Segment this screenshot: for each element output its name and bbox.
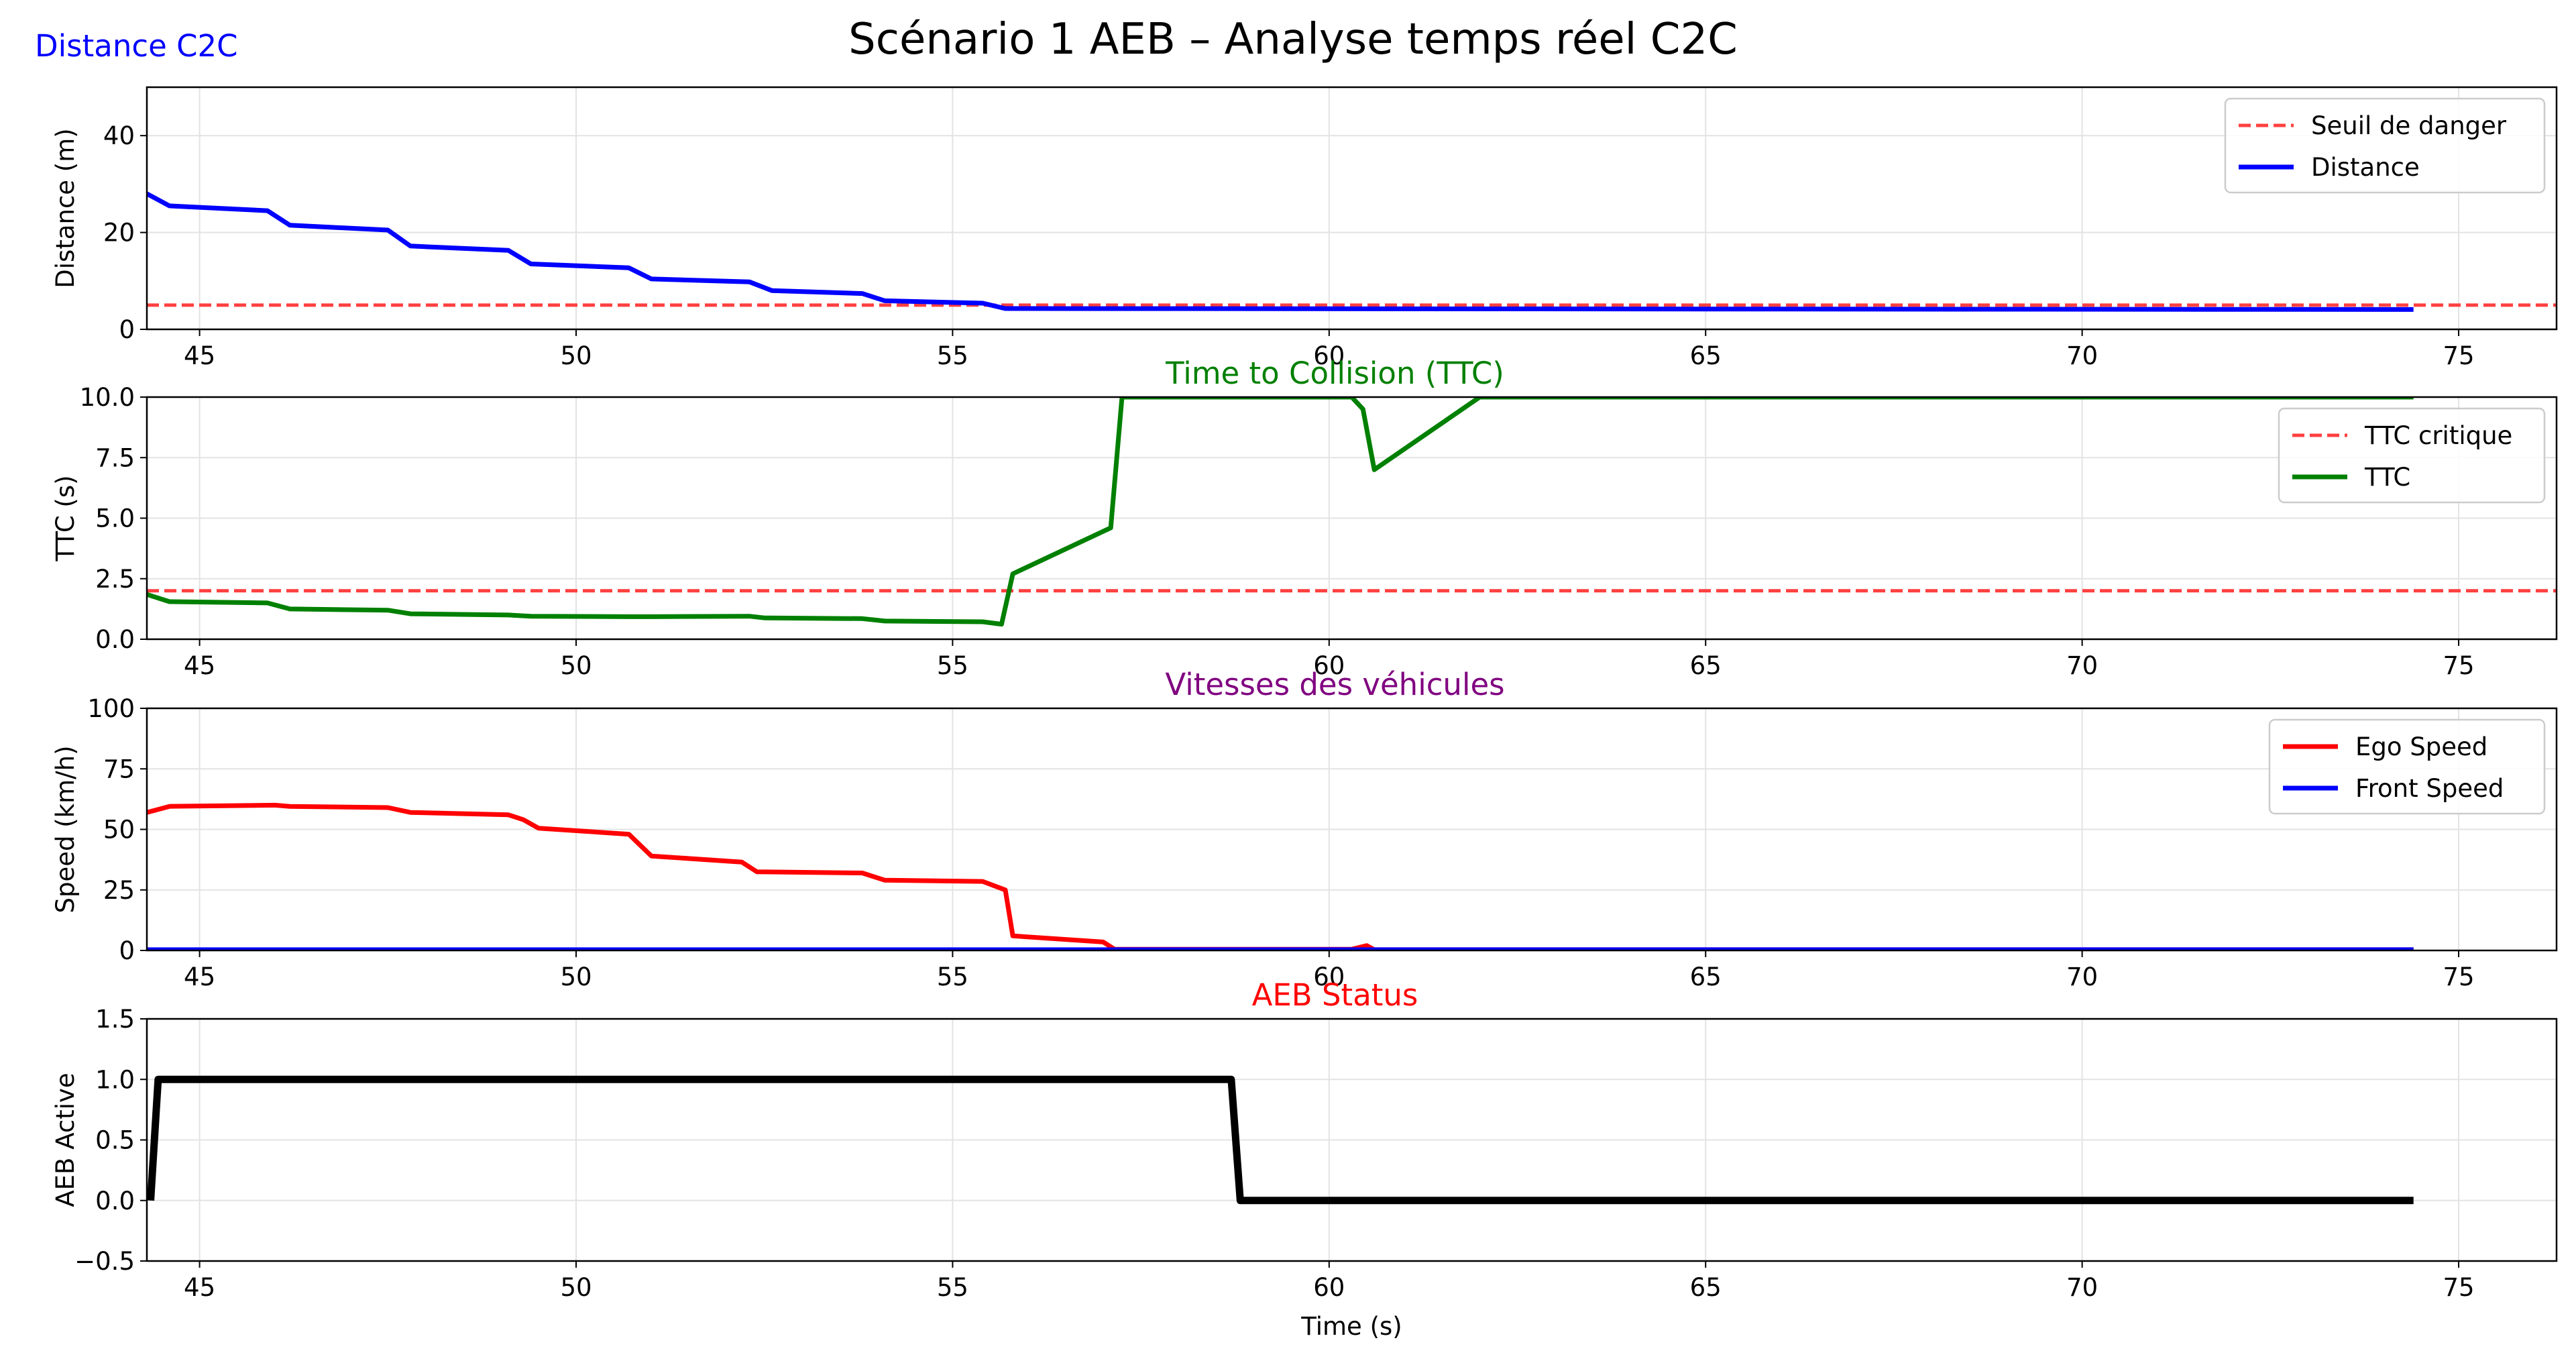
subplot-title: Time to Collision (TTC) — [1165, 355, 1504, 391]
x-tick-label: 70 — [2066, 1273, 2098, 1302]
x-tick-label: 70 — [2066, 651, 2098, 680]
series-line-distance — [147, 191, 2414, 312]
y-tick-label: 25 — [103, 876, 135, 905]
legend: Ego Speed Front Speed — [2268, 718, 2546, 815]
x-tick-label: 45 — [184, 1273, 215, 1302]
x-tick-label: 55 — [937, 963, 968, 991]
series-group — [147, 191, 2557, 312]
series-group — [147, 397, 2557, 627]
subplots: 45 50 55 60 65 70 75 0 20 40 Distance (m) Seuil de … — [51, 86, 2558, 1341]
x-tick-label: 65 — [1690, 651, 1722, 680]
x-axis-label: Time (s) — [1300, 1312, 1402, 1341]
y-tick-label: 0.0 — [95, 1187, 135, 1215]
y-axis-label: TTC (s) — [51, 475, 80, 561]
grid — [147, 396, 2557, 640]
legend-label: TTC critique — [2364, 421, 2512, 450]
x-tick-label: 55 — [937, 651, 968, 680]
y-tick-label: 40 — [103, 121, 135, 150]
subplot-4: 45 50 55 60 65 70 75 −0.5 0.0 0.5 1.0 1.5 AEB Active… — [51, 977, 2558, 1341]
x-tick-label: 50 — [560, 1273, 592, 1302]
x-tick-label: 65 — [1690, 1273, 1722, 1302]
y-tick-label: 7.5 — [95, 443, 135, 472]
figure-suptitle: Scénario 1 AEB – Analyse temps réel C2C — [848, 15, 1738, 64]
series-line-ego-speed — [147, 802, 2414, 950]
x-tick-label: 45 — [184, 651, 215, 680]
subplot-1: 45 50 55 60 65 70 75 0 20 40 Distance (m) Seuil de … — [51, 86, 2558, 370]
x-tick-label: 50 — [560, 651, 592, 680]
series-line-ttc — [147, 397, 2414, 627]
subplot-2: 45 50 55 60 65 70 75 0.0 2.5 5.0 7.5 10.0 TTC (s) Tim… — [51, 355, 2558, 680]
x-tick-label: 65 — [1690, 963, 1722, 991]
x-tick-label: 75 — [2443, 651, 2474, 680]
grid — [147, 708, 2557, 951]
figure-corner-label: Distance C2C — [35, 28, 238, 64]
legend-label: Distance — [2311, 153, 2420, 182]
x-tick-label: 60 — [1313, 963, 1345, 991]
y-axis-label: AEB Active — [51, 1073, 80, 1207]
legend-box — [2268, 718, 2546, 815]
x-tick-label: 60 — [1313, 341, 1345, 370]
x-tick-label: 65 — [1690, 341, 1722, 370]
x-tick-label: 45 — [184, 341, 215, 370]
y-tick-label: 0.5 — [95, 1126, 135, 1155]
legend-label: TTC — [2364, 463, 2410, 492]
y-axis-label: Speed (km/h) — [51, 745, 80, 913]
y-tick-label: 0.0 — [95, 625, 135, 654]
legend: Seuil de danger Distance — [2224, 97, 2546, 194]
legend: TTC critique TTC — [2278, 407, 2546, 504]
x-tick-label: 70 — [2066, 341, 2098, 370]
subplot-title: Vitesses des véhicules — [1165, 667, 1504, 702]
x-tick-label: 75 — [2443, 1273, 2474, 1302]
series-group — [147, 1075, 2414, 1205]
series-group — [147, 802, 2414, 950]
y-tick-label: 0 — [119, 315, 135, 344]
subplot-title: AEB Status — [1252, 977, 1418, 1013]
y-tick-label: 75 — [103, 755, 135, 783]
x-tick-label: 75 — [2443, 341, 2474, 370]
grid — [147, 1018, 2557, 1262]
y-tick-label: 1.0 — [95, 1065, 135, 1094]
y-axis-label: Distance (m) — [51, 128, 80, 288]
y-tick-label: 100 — [87, 694, 135, 723]
y-tick-label: 2.5 — [95, 565, 135, 594]
grid — [147, 87, 2557, 330]
y-tick-label: −0.5 — [74, 1247, 135, 1276]
x-tick-label: 50 — [560, 963, 592, 991]
x-tick-label: 75 — [2443, 963, 2474, 991]
series-line-aeb-active — [147, 1075, 2414, 1205]
x-tick-label: 70 — [2066, 963, 2098, 991]
axes-frame — [146, 86, 2558, 331]
x-tick-label: 60 — [1313, 1273, 1345, 1302]
y-tick-label: 1.5 — [95, 1005, 135, 1034]
x-tick-label: 45 — [184, 963, 215, 991]
y-tick-label: 10.0 — [80, 383, 135, 412]
legend-box — [2224, 97, 2546, 194]
x-tick-label: 55 — [937, 1273, 968, 1302]
y-tick-label: 0 — [119, 936, 135, 965]
y-tick-label: 50 — [103, 816, 135, 844]
legend-label: Seuil de danger — [2311, 111, 2507, 140]
legend-label: Front Speed — [2355, 774, 2504, 803]
x-tick-label: 50 — [560, 341, 592, 370]
legend-label: Ego Speed — [2355, 732, 2487, 761]
x-tick-label: 55 — [937, 341, 968, 370]
x-tick-label: 60 — [1313, 651, 1345, 680]
y-tick-label: 5.0 — [95, 504, 135, 533]
y-tick-label: 20 — [103, 219, 135, 248]
